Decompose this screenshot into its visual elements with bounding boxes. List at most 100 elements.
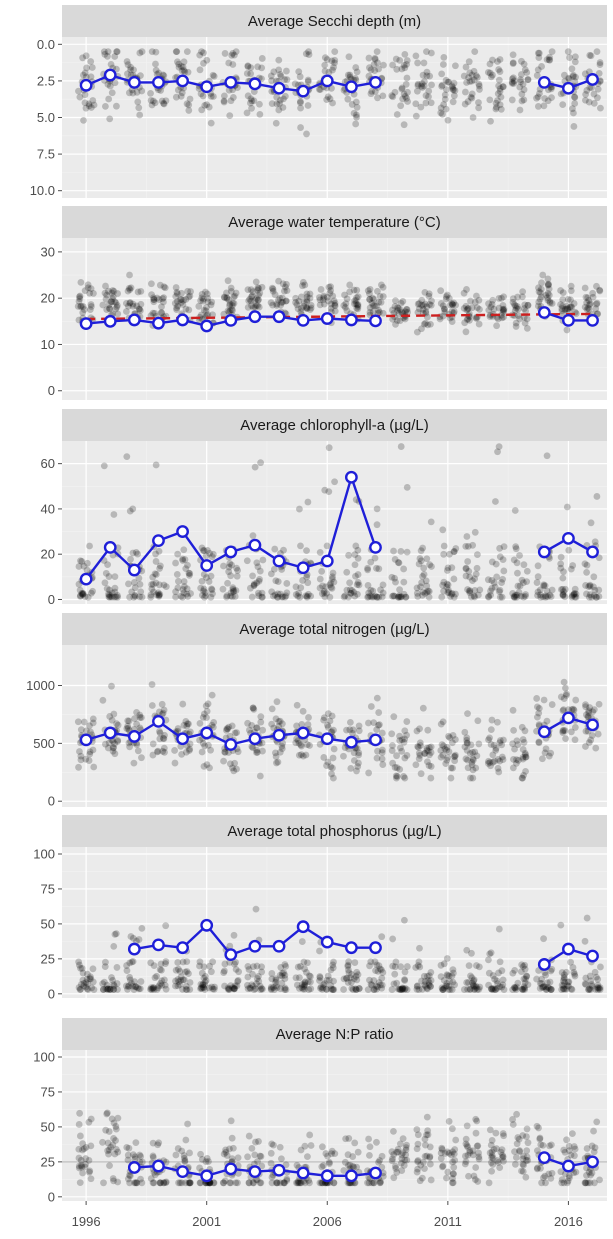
- data-point: [401, 727, 409, 735]
- data-point: [399, 984, 406, 992]
- data-point: [270, 1141, 277, 1149]
- data-point: [352, 973, 360, 980]
- data-point: [274, 593, 282, 601]
- data-point: [245, 1179, 253, 1187]
- data-point: [340, 986, 347, 993]
- data-point: [321, 54, 329, 62]
- data-point: [136, 580, 144, 588]
- data-point: [84, 980, 92, 988]
- data-point: [79, 976, 87, 984]
- data-point: [220, 98, 228, 106]
- data-point: [452, 590, 459, 598]
- data-point: [499, 556, 507, 564]
- data-point: [489, 296, 497, 304]
- data-point: [243, 109, 251, 117]
- data-point: [522, 1157, 530, 1164]
- data-point: [593, 282, 600, 290]
- data-point: [111, 53, 119, 60]
- data-point: [353, 111, 360, 119]
- data-point: [514, 979, 522, 987]
- data-point: [445, 586, 452, 594]
- data-point: [516, 1147, 523, 1154]
- data-point: [316, 296, 324, 304]
- data-point: [278, 720, 286, 728]
- data-point: [450, 308, 458, 315]
- data-point: [514, 305, 522, 313]
- data-point: [86, 748, 94, 756]
- data-point: [571, 100, 579, 107]
- data-point: [130, 759, 138, 767]
- data-point: [114, 986, 121, 993]
- data-point: [209, 958, 217, 966]
- data-point: [450, 575, 458, 583]
- data-point: [278, 972, 286, 980]
- data-point: [545, 285, 553, 293]
- data-point: [547, 985, 555, 993]
- data-point: [328, 1150, 336, 1158]
- data-point: [341, 303, 349, 311]
- data-point: [105, 305, 113, 312]
- data-point: [151, 570, 159, 578]
- data-point: [186, 1179, 194, 1187]
- data-point: [417, 583, 424, 591]
- data-point: [511, 1148, 518, 1156]
- data-point: [177, 977, 185, 984]
- data-point: [279, 298, 287, 306]
- data-point: [462, 572, 470, 580]
- data-point: [181, 1158, 189, 1165]
- data-point: [489, 1154, 497, 1162]
- data-point: [450, 1170, 457, 1178]
- data-point: [307, 978, 314, 986]
- data-point: [375, 298, 383, 306]
- data-point: [464, 586, 471, 593]
- data-point: [175, 978, 183, 986]
- data-point: [349, 1162, 357, 1170]
- data-point: [349, 726, 357, 734]
- data-point: [476, 86, 483, 93]
- data-point: [267, 299, 275, 306]
- data-point: [138, 714, 145, 721]
- data-point: [418, 1174, 426, 1182]
- data-point: [448, 739, 456, 747]
- data-point: [486, 1149, 494, 1157]
- data-point: [370, 719, 378, 727]
- data-point: [108, 682, 115, 690]
- data-point: [104, 985, 112, 993]
- data-point: [499, 1154, 506, 1162]
- data-point: [415, 305, 423, 313]
- data-point: [463, 286, 470, 293]
- data-point: [298, 981, 306, 988]
- data-point: [374, 59, 381, 67]
- data-point: [488, 1154, 495, 1161]
- data-point: [155, 592, 163, 600]
- data-point: [496, 593, 504, 601]
- data-point: [370, 986, 378, 993]
- data-point: [185, 293, 193, 301]
- data-point: [230, 767, 238, 775]
- facet-title: Average Secchi depth (m): [248, 13, 421, 30]
- mean-marker: [562, 81, 575, 95]
- data-point: [346, 1161, 354, 1169]
- y-tick-label: 50: [41, 916, 55, 931]
- data-point: [438, 81, 446, 89]
- data-point: [305, 714, 312, 721]
- data-point: [254, 63, 262, 71]
- data-point: [182, 305, 190, 313]
- y-tick-label: 30: [41, 244, 55, 259]
- data-point: [155, 1139, 163, 1147]
- data-point: [268, 970, 276, 977]
- data-point: [587, 300, 594, 307]
- data-point: [87, 104, 95, 111]
- data-point: [404, 88, 411, 96]
- data-point: [326, 593, 334, 601]
- data-point: [79, 303, 87, 310]
- data-point: [160, 1179, 168, 1187]
- data-point: [560, 678, 568, 686]
- data-point: [353, 304, 361, 312]
- data-point: [537, 289, 544, 297]
- data-point: [595, 700, 603, 708]
- mean-marker: [562, 531, 575, 545]
- data-point: [544, 296, 552, 304]
- data-point: [353, 581, 361, 588]
- data-point: [254, 748, 261, 756]
